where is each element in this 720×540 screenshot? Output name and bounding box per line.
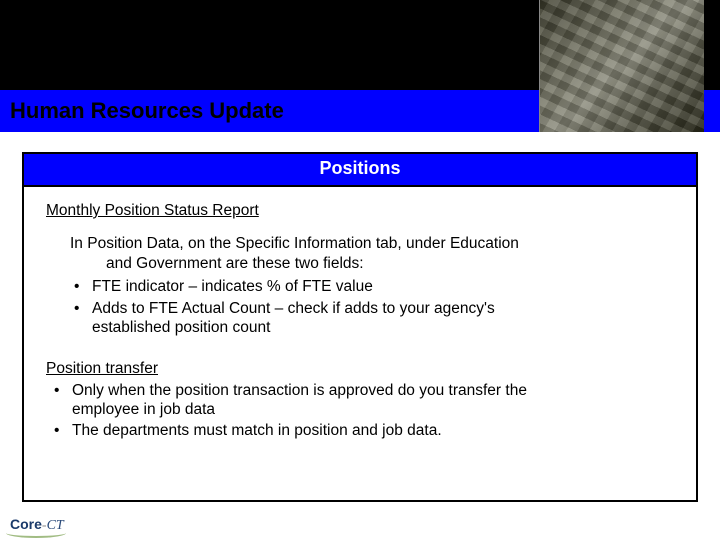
list-item: Adds to FTE Actual Count – check if adds…	[70, 299, 674, 338]
keyboard-photo	[539, 0, 704, 132]
section1-intro: In Position Data, on the Specific Inform…	[70, 234, 674, 273]
section2-title: Position transfer	[46, 360, 158, 377]
list-item: The departments must match in position a…	[50, 421, 674, 440]
intro-line1: In Position Data, on the Specific Inform…	[70, 234, 674, 253]
bullet-text-cont: employee in job data	[72, 400, 674, 419]
content-panel: Positions Monthly Position Status Report…	[22, 152, 698, 502]
footer-logo: Core-CT	[10, 516, 64, 534]
bullet-text: Only when the position transaction is ap…	[72, 382, 527, 399]
section1-bullets: FTE indicator – indicates % of FTE value…	[70, 277, 674, 337]
list-item: FTE indicator – indicates % of FTE value	[70, 277, 674, 296]
panel-body: Monthly Position Status Report In Positi…	[24, 187, 696, 459]
section1-title: Monthly Position Status Report	[46, 201, 674, 220]
page-title: Human Resources Update	[10, 98, 284, 124]
logo-ct: CT	[47, 518, 64, 533]
bullet-text: FTE indicator – indicates % of FTE value	[92, 278, 373, 295]
bullet-text: The departments must match in position a…	[72, 422, 442, 439]
logo-core: Core	[10, 516, 42, 532]
intro-line2: and Government are these two fields:	[70, 254, 674, 273]
bullet-text-cont: established position count	[92, 318, 674, 337]
bullet-text: Adds to FTE Actual Count – check if adds…	[92, 300, 495, 317]
panel-heading: Positions	[24, 154, 696, 187]
slide-header: Human Resources Update	[0, 0, 720, 132]
section2-bullets: Only when the position transaction is ap…	[50, 381, 674, 441]
section2: Position transfer Only when the position…	[46, 359, 674, 441]
list-item: Only when the position transaction is ap…	[50, 381, 674, 420]
